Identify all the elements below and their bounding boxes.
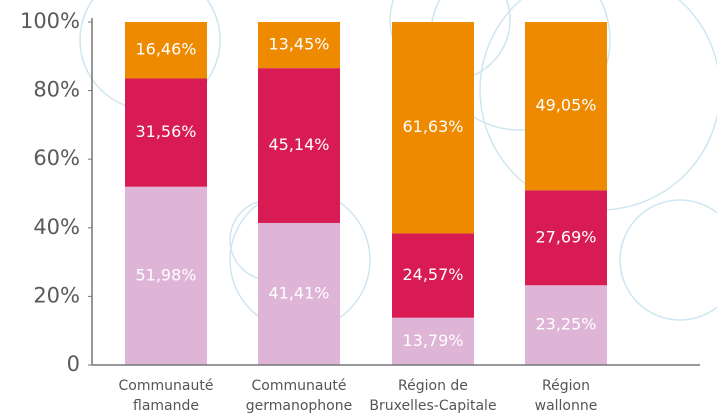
- x-tick-label: Bruxelles-Capitale: [369, 398, 496, 414]
- x-tick-label: Région de: [398, 378, 468, 394]
- y-tick-label: 0: [67, 352, 80, 376]
- x-tick-label: flamande: [133, 398, 199, 414]
- bar-segment: [392, 317, 474, 365]
- value-label: 45,14%: [268, 135, 329, 154]
- value-label: 49,05%: [535, 96, 596, 115]
- x-tick-label: wallonne: [535, 398, 598, 414]
- bar-segment: [525, 285, 607, 365]
- y-tick-label: 80%: [33, 78, 80, 102]
- value-label: 24,57%: [402, 265, 463, 284]
- y-tick-label: 40%: [33, 215, 80, 239]
- bar-segment: [392, 233, 474, 318]
- x-tick-label: Communauté: [119, 378, 214, 394]
- value-label: 51,98%: [135, 265, 196, 284]
- value-label: 16,46%: [135, 40, 196, 59]
- bar-segment: [525, 190, 607, 286]
- bar-segment: [392, 22, 474, 234]
- value-label: 23,25%: [535, 315, 596, 334]
- bar-segment: [258, 22, 340, 69]
- y-tick-label: 20%: [33, 283, 80, 307]
- x-tick-label: germanophone: [246, 398, 352, 414]
- bar-segment: [258, 68, 340, 223]
- value-label: 13,79%: [402, 331, 463, 350]
- bar-segment: [125, 186, 207, 365]
- bar-segment: [125, 78, 207, 187]
- value-label: 27,69%: [535, 227, 596, 246]
- y-tick-label: 100%: [20, 9, 80, 33]
- y-tick-label: 60%: [33, 146, 80, 170]
- value-label: 31,56%: [135, 122, 196, 141]
- value-label: 13,45%: [268, 35, 329, 54]
- x-tick-label: Région: [542, 378, 590, 394]
- bar-segment: [125, 22, 207, 79]
- bar-segment: [258, 222, 340, 365]
- value-label: 61,63%: [402, 117, 463, 136]
- value-label: 41,41%: [268, 283, 329, 302]
- x-tick-label: Communauté: [252, 378, 347, 394]
- bar-segment: [525, 22, 607, 191]
